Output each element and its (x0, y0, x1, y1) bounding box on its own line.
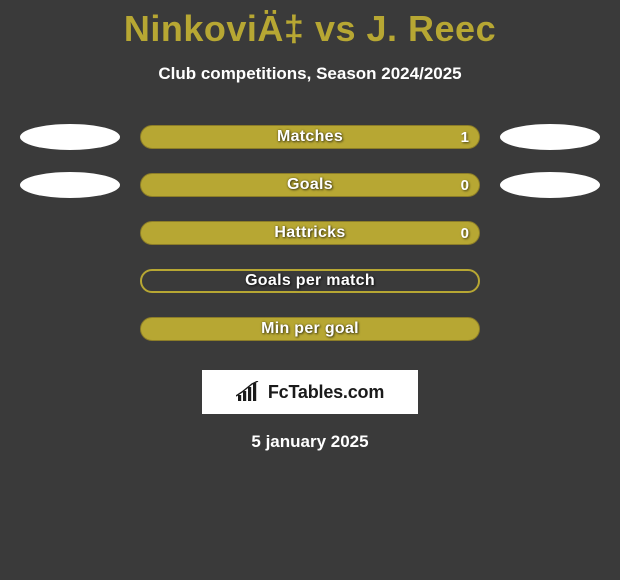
right-ellipse (500, 172, 600, 198)
stat-bar: Goals 0 (140, 173, 480, 197)
stat-label: Hattricks (274, 224, 345, 242)
stat-bar: Hattricks 0 (140, 221, 480, 245)
stat-label: Goals per match (245, 272, 375, 290)
right-ellipse (500, 124, 600, 150)
stat-row-matches: Matches 1 (0, 124, 620, 150)
stat-row-goals-per-match: Goals per match (0, 268, 620, 294)
stat-label: Matches (277, 128, 343, 146)
chart-icon (236, 381, 262, 403)
stat-label: Goals (287, 176, 333, 194)
brand-logo[interactable]: FcTables.com (202, 370, 418, 414)
date-label: 5 january 2025 (0, 432, 620, 452)
stat-value: 0 (461, 225, 469, 242)
stat-rows: Matches 1 Goals 0 Hattricks 0 Goals (0, 124, 620, 342)
brand-text: FcTables.com (268, 382, 384, 403)
page-title: NinkoviÄ‡ vs J. Reec (0, 8, 620, 50)
page-subtitle: Club competitions, Season 2024/2025 (0, 64, 620, 84)
stat-bar: Goals per match (140, 269, 480, 293)
stat-value: 1 (461, 129, 469, 146)
stat-bar: Min per goal (140, 317, 480, 341)
stat-bar: Matches 1 (140, 125, 480, 149)
comparison-infographic: NinkoviÄ‡ vs J. Reec Club competitions, … (0, 0, 620, 452)
stat-row-hattricks: Hattricks 0 (0, 220, 620, 246)
left-ellipse (20, 124, 120, 150)
left-ellipse (20, 172, 120, 198)
stat-row-goals: Goals 0 (0, 172, 620, 198)
stat-label: Min per goal (261, 320, 359, 338)
stat-row-min-per-goal: Min per goal (0, 316, 620, 342)
stat-value: 0 (461, 177, 469, 194)
